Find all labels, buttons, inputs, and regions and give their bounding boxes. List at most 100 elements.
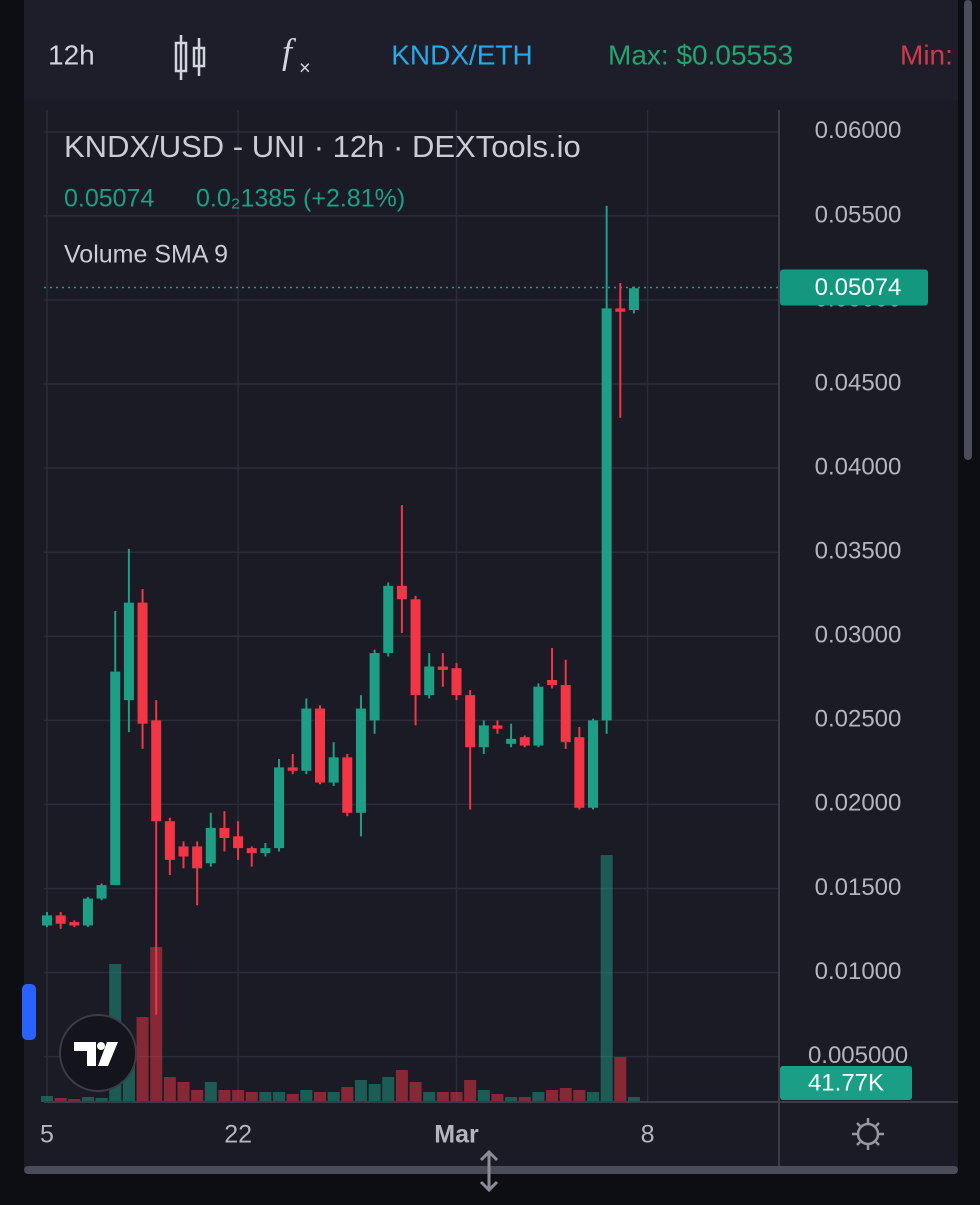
volume-bar: [177, 1082, 190, 1102]
y-tick-label: 0.06000: [815, 117, 902, 144]
candle-body: [465, 695, 476, 748]
candle-body: [301, 708, 312, 771]
volume-bar: [54, 1098, 67, 1102]
volume-bar: [314, 1092, 326, 1102]
volume-bar: [232, 1090, 245, 1102]
volume-bar: [163, 1077, 176, 1102]
candle-body: [547, 679, 558, 686]
pair-button[interactable]: KNDX/ETH: [391, 39, 533, 70]
candle-body: [519, 737, 530, 746]
candle-body: [42, 915, 52, 926]
candle-body: [615, 308, 626, 312]
volume-bar: [491, 1094, 504, 1102]
candle-body: [533, 686, 544, 746]
candle-body: [424, 666, 435, 696]
min-price: Min:: [900, 39, 953, 70]
y-tick-label: 0.005000: [808, 1042, 908, 1069]
candle-body: [69, 922, 80, 926]
candle-body: [574, 737, 585, 808]
volume-bar: [614, 1057, 627, 1102]
volume-bar: [300, 1090, 313, 1102]
candle-body: [342, 757, 353, 813]
volume-bar: [627, 1097, 640, 1102]
volume-bar: [259, 1092, 272, 1102]
horizontal-scrollbar[interactable]: [24, 1166, 958, 1174]
volume-bar: [423, 1092, 436, 1102]
side-tab[interactable]: [22, 984, 36, 1040]
toolbar: [24, 0, 958, 100]
volume-bar: [68, 1099, 81, 1102]
chart-title: KNDX/USD - UNI · 12h · DEXTools.io: [64, 129, 581, 164]
volume-tag: [780, 1066, 912, 1101]
volume-bar: [136, 1017, 149, 1102]
y-tick-label: 0.01500: [815, 874, 902, 901]
candle-body: [355, 708, 366, 813]
candle-body: [410, 599, 421, 696]
candle-body: [601, 308, 612, 721]
volume-bar: [409, 1082, 422, 1102]
volume-bar: [546, 1090, 559, 1102]
volume-bar: [436, 1092, 449, 1102]
max-price: Max: $0.05553: [608, 39, 793, 70]
candle-body: [260, 848, 271, 854]
volume-bar: [600, 855, 613, 1102]
x-tick-label: 8: [641, 1121, 655, 1149]
volume-bar: [532, 1092, 545, 1102]
settings-icon[interactable]: [852, 1118, 884, 1150]
volume-bar: [286, 1094, 299, 1102]
candle-body: [287, 767, 298, 771]
volume-bar: [477, 1090, 490, 1102]
legend-close: 0.05074: [64, 185, 154, 213]
candle-body: [164, 821, 175, 860]
legend-change: 0.0₂1385 (+2.81%): [196, 185, 405, 213]
volume-bar: [327, 1092, 340, 1102]
candle-body: [123, 602, 134, 701]
candle-body: [506, 738, 517, 744]
interval-button[interactable]: 12h: [48, 39, 95, 70]
candle-body: [205, 827, 216, 864]
y-tick-label: 0.01000: [815, 958, 902, 985]
candle-body: [137, 602, 148, 724]
candle-body: [588, 720, 598, 808]
candle-body: [492, 725, 503, 729]
candle-body: [628, 288, 639, 311]
candle-body: [55, 915, 66, 924]
y-tick-label: 0.04500: [815, 369, 902, 396]
y-tick-label: 0.04000: [815, 453, 902, 480]
volume-bar: [518, 1097, 531, 1102]
volume-bar: [341, 1087, 354, 1102]
volume-bar: [41, 1096, 53, 1102]
tradingview-logo[interactable]: [59, 1014, 137, 1092]
candle-body: [451, 668, 462, 696]
x-tick-label: 5: [40, 1121, 54, 1149]
volume-bar: [122, 1052, 135, 1102]
chart-panel: [24, 0, 958, 1168]
x-tick-label: Mar: [434, 1121, 479, 1149]
volume-bar: [245, 1092, 258, 1102]
candle-body: [437, 666, 448, 670]
y-tick-label: 0.03500: [815, 538, 902, 565]
vertical-scrollbar[interactable]: [964, 0, 972, 460]
volume-bar: [464, 1080, 477, 1102]
volume-bar: [273, 1092, 286, 1102]
candle-body: [233, 836, 244, 849]
volume-bar: [191, 1090, 204, 1102]
candle-body: [82, 898, 93, 926]
last-price-tag: [780, 269, 928, 306]
resize-handle[interactable]: [479, 1149, 499, 1193]
y-tick-label: 0.02000: [815, 790, 902, 817]
candle-body: [369, 653, 380, 721]
volume-bar: [150, 947, 163, 1102]
y-tick-label: 0.03000: [815, 622, 902, 649]
candle-body: [274, 767, 285, 849]
candle-body: [151, 720, 162, 822]
volume-bar: [505, 1097, 518, 1102]
candle-body: [315, 708, 325, 783]
volume-bar: [354, 1080, 367, 1102]
volume-bar: [382, 1077, 395, 1102]
candle-type-icon[interactable]: [174, 35, 206, 80]
last-price-label: 0.05074: [815, 274, 902, 301]
candle-body: [96, 885, 107, 899]
